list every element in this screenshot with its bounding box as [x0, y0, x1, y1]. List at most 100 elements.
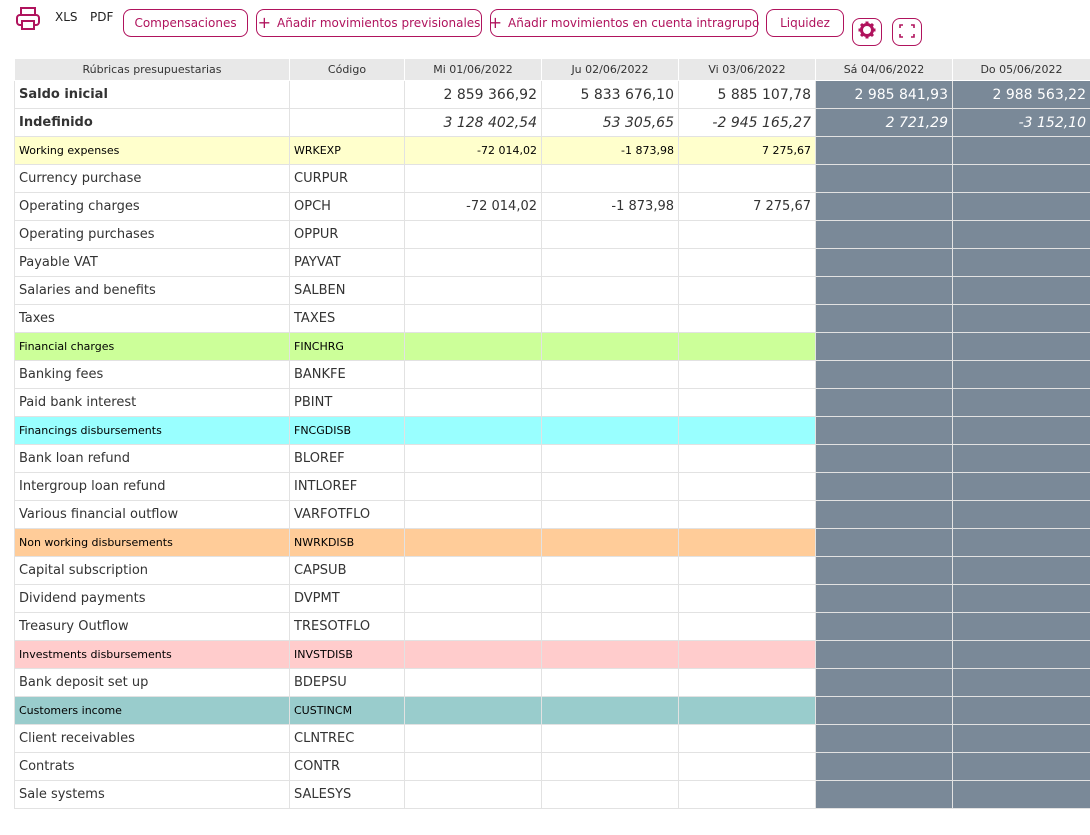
value-cell[interactable]	[815, 192, 953, 221]
value-cell[interactable]	[678, 248, 816, 277]
value-cell[interactable]	[952, 304, 1090, 333]
value-cell[interactable]	[678, 220, 816, 249]
value-cell[interactable]	[952, 164, 1090, 193]
table-row[interactable]: Operating charges OPCH -72 014,02 -1 873,98…	[14, 192, 1090, 221]
value-cell[interactable]	[541, 416, 679, 445]
value-cell[interactable]	[952, 332, 1090, 361]
value-cell[interactable]	[815, 584, 953, 613]
value-cell[interactable]	[678, 276, 816, 305]
value-cell[interactable]	[404, 780, 542, 809]
value-cell[interactable]	[541, 500, 679, 529]
value-cell[interactable]	[952, 472, 1090, 501]
value-cell[interactable]	[678, 472, 816, 501]
value-cell[interactable]	[541, 304, 679, 333]
value-cell[interactable]: 2 859 366,92	[404, 80, 542, 109]
value-cell[interactable]	[952, 136, 1090, 165]
value-cell[interactable]	[404, 500, 542, 529]
value-cell[interactable]	[815, 780, 953, 809]
value-cell[interactable]	[541, 388, 679, 417]
value-cell[interactable]	[815, 276, 953, 305]
table-row[interactable]: Client receivables CLNTREC	[14, 724, 1090, 753]
value-cell[interactable]	[404, 444, 542, 473]
table-row[interactable]: Bank deposit set up BDEPSU	[14, 668, 1090, 697]
table-row[interactable]: Contrats CONTR	[14, 752, 1090, 781]
value-cell[interactable]	[404, 388, 542, 417]
value-cell[interactable]	[541, 696, 679, 725]
value-cell[interactable]	[952, 276, 1090, 305]
value-cell[interactable]	[815, 528, 953, 557]
value-cell[interactable]	[404, 584, 542, 613]
value-cell[interactable]	[678, 500, 816, 529]
value-cell[interactable]	[541, 584, 679, 613]
value-cell[interactable]	[952, 248, 1090, 277]
value-cell[interactable]: 53 305,65	[541, 108, 679, 137]
value-cell[interactable]	[815, 444, 953, 473]
value-cell[interactable]	[541, 640, 679, 669]
value-cell[interactable]	[815, 332, 953, 361]
add-provisional-movements-button[interactable]: + Añadir movimientos previsionales	[256, 9, 482, 37]
value-cell[interactable]	[952, 780, 1090, 809]
value-cell[interactable]	[678, 416, 816, 445]
value-cell[interactable]	[952, 500, 1090, 529]
value-cell[interactable]	[678, 724, 816, 753]
value-cell[interactable]	[678, 584, 816, 613]
value-cell[interactable]	[678, 360, 816, 389]
value-cell[interactable]	[404, 248, 542, 277]
value-cell[interactable]	[404, 528, 542, 557]
column-header[interactable]: Ju 02/06/2022	[541, 58, 679, 81]
column-header[interactable]: Vi 03/06/2022	[678, 58, 816, 81]
value-cell[interactable]	[952, 388, 1090, 417]
table-row[interactable]: Capital subscription CAPSUB	[14, 556, 1090, 585]
value-cell[interactable]	[815, 500, 953, 529]
value-cell[interactable]	[952, 752, 1090, 781]
value-cell[interactable]	[952, 612, 1090, 641]
value-cell[interactable]	[541, 556, 679, 585]
value-cell[interactable]	[952, 696, 1090, 725]
value-cell[interactable]	[404, 696, 542, 725]
value-cell[interactable]	[404, 556, 542, 585]
value-cell[interactable]	[404, 164, 542, 193]
xls-export-link[interactable]: XLS	[55, 10, 78, 24]
table-row[interactable]: Payable VAT PAYVAT	[14, 248, 1090, 277]
table-row[interactable]: Indefinido 3 128 402,54 53 305,65 -2 945 16…	[14, 108, 1090, 137]
value-cell[interactable]: 5 885 107,78	[678, 80, 816, 109]
value-cell[interactable]	[404, 640, 542, 669]
table-row[interactable]: Salaries and benefits SALBEN	[14, 276, 1090, 305]
value-cell[interactable]	[952, 220, 1090, 249]
value-cell[interactable]	[952, 556, 1090, 585]
value-cell[interactable]	[952, 724, 1090, 753]
compensaciones-button[interactable]: Compensaciones	[123, 9, 248, 37]
print-icon[interactable]	[15, 6, 43, 32]
liquidez-button[interactable]: Liquidez	[766, 9, 844, 37]
value-cell[interactable]: 7 275,67	[678, 192, 816, 221]
value-cell[interactable]: 5 833 676,10	[541, 80, 679, 109]
add-intragroup-movements-button[interactable]: + Añadir movimientos en cuenta intragrup…	[489, 9, 759, 37]
value-cell[interactable]: 2 988 563,22	[952, 80, 1090, 109]
category-row[interactable]: Investments disbursements INVSTDISB	[14, 640, 1090, 669]
table-row[interactable]: Various financial outflow VARFOTFLO	[14, 500, 1090, 529]
value-cell[interactable]: 7 275,67	[678, 136, 816, 165]
value-cell[interactable]	[678, 780, 816, 809]
value-cell[interactable]	[404, 668, 542, 697]
column-header[interactable]: Do 05/06/2022	[952, 58, 1090, 81]
value-cell[interactable]	[541, 248, 679, 277]
table-row[interactable]: Operating purchases OPPUR	[14, 220, 1090, 249]
value-cell[interactable]	[541, 276, 679, 305]
value-cell[interactable]	[678, 388, 816, 417]
value-cell[interactable]	[952, 668, 1090, 697]
value-cell[interactable]	[404, 360, 542, 389]
value-cell[interactable]	[815, 640, 953, 669]
value-cell[interactable]	[541, 220, 679, 249]
value-cell[interactable]	[678, 696, 816, 725]
value-cell[interactable]	[541, 332, 679, 361]
value-cell[interactable]	[678, 640, 816, 669]
value-cell[interactable]	[815, 472, 953, 501]
value-cell[interactable]	[815, 612, 953, 641]
table-row[interactable]: Intergroup loan refund INTLOREF	[14, 472, 1090, 501]
value-cell[interactable]	[541, 612, 679, 641]
value-cell[interactable]	[952, 528, 1090, 557]
value-cell[interactable]	[815, 416, 953, 445]
value-cell[interactable]	[541, 780, 679, 809]
value-cell[interactable]	[678, 668, 816, 697]
table-row[interactable]: Banking fees BANKFE	[14, 360, 1090, 389]
